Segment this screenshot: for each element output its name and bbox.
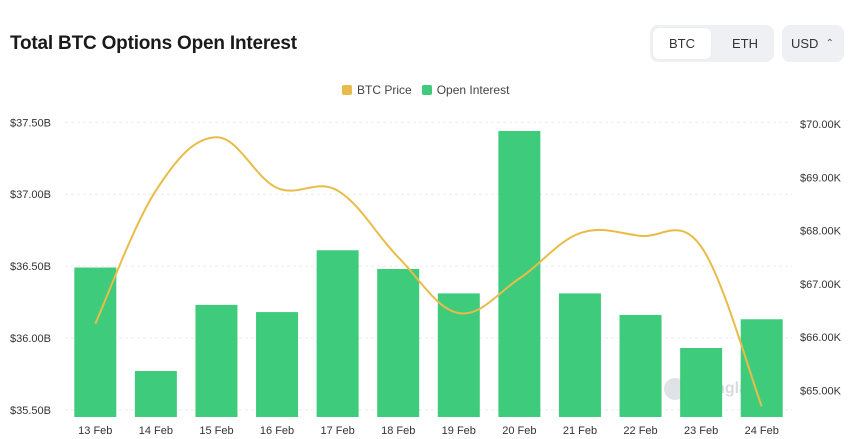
y-right-tick-label: $70.00K: [800, 119, 842, 131]
x-tick-label: 19 Feb: [442, 425, 476, 437]
legend-label-open-interest: Open Interest: [436, 83, 510, 97]
x-tick-label: 13 Feb: [78, 425, 112, 437]
legend-item-btc-price[interactable]: BTC Price: [342, 83, 412, 97]
x-tick-label: 14 Feb: [139, 425, 173, 437]
x-tick-label: 21 Feb: [563, 425, 597, 437]
x-tick-label: 24 Feb: [745, 425, 779, 437]
y-right-tick-label: $68.00K: [800, 226, 842, 238]
legend-swatch-open-interest: [421, 85, 432, 95]
tab-eth[interactable]: ETH: [732, 36, 758, 51]
x-tick-label: 15 Feb: [199, 425, 233, 437]
x-tick-label: 22 Feb: [623, 425, 657, 437]
legend-label-btc-price: BTC Price: [357, 83, 412, 97]
x-tick-label: 17 Feb: [321, 425, 355, 437]
x-tick-label: 16 Feb: [260, 425, 294, 437]
y-right-tick-label: $65.00K: [800, 385, 842, 397]
oi-bar: [195, 304, 238, 417]
asset-selector: BTC ETH: [650, 25, 774, 62]
oi-bar: [619, 314, 662, 417]
x-tick-label: 18 Feb: [381, 425, 415, 437]
legend-item-open-interest[interactable]: Open Interest: [421, 83, 510, 97]
oi-bar: [740, 319, 783, 417]
currency-select[interactable]: USD ⌃: [782, 25, 844, 62]
y-left-tick-label: $36.50B: [10, 261, 51, 273]
oi-bar: [134, 371, 177, 417]
oi-bar: [498, 130, 541, 417]
y-right-tick-label: $67.00K: [800, 279, 842, 291]
btc-price-line: [94, 136, 763, 407]
legend-swatch-btc-price: [342, 85, 352, 95]
currency-value: USD: [791, 36, 819, 51]
oi-bar: [558, 293, 601, 417]
chart-legend: BTC Price Open Interest: [342, 82, 519, 98]
oi-bar: [377, 268, 420, 417]
chart-title: Total BTC Options Open Interest: [10, 33, 297, 54]
y-left-tick-label: $37.50B: [10, 117, 51, 129]
y-left-tick-label: $35.50B: [10, 405, 51, 417]
oi-bar: [680, 348, 723, 417]
tab-btc[interactable]: BTC: [653, 28, 711, 59]
y-right-tick-label: $66.00K: [800, 332, 842, 344]
oi-bar: [256, 312, 299, 417]
x-tick-label: 20 Feb: [502, 425, 536, 437]
x-tick-label: 23 Feb: [684, 425, 718, 437]
y-left-tick-label: $37.00B: [10, 189, 51, 201]
y-left-tick-label: $36.00B: [10, 333, 51, 345]
y-right-tick-label: $69.00K: [800, 172, 842, 184]
oi-bar: [316, 250, 359, 417]
chevron-updown-icon: ⌃: [825, 38, 834, 49]
